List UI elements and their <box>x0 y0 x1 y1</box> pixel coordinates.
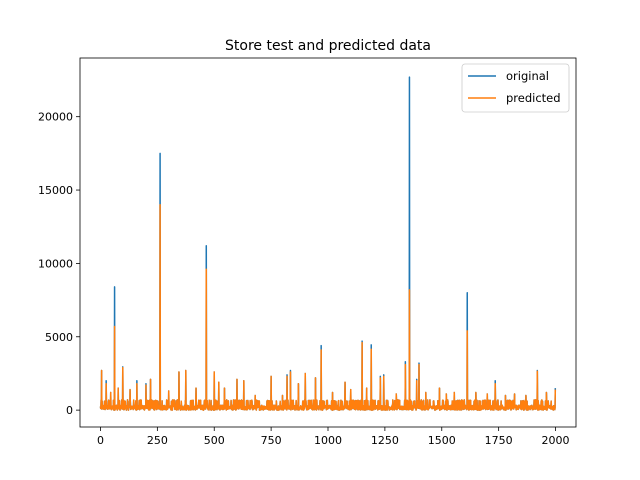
x-tick-label: 2000 <box>542 434 570 447</box>
series-line-predicted <box>99 203 557 411</box>
legend-label-predicted: predicted <box>506 91 561 105</box>
plot-area <box>80 58 576 427</box>
x-axis: 0 250 500 750 1000 1250 1500 1750 2000 <box>97 427 570 447</box>
y-tick-label: 10000 <box>38 257 73 270</box>
y-tick-label: 15000 <box>38 184 73 197</box>
y-tick-label: 20000 <box>38 111 73 124</box>
legend: original predicted <box>461 63 570 113</box>
x-tick-label: 250 <box>147 434 168 447</box>
x-tick-label: 500 <box>204 434 225 447</box>
x-tick-label: 750 <box>261 434 282 447</box>
x-tick-label: 1500 <box>428 434 456 447</box>
x-tick-label: 0 <box>97 434 104 447</box>
legend-label-original: original <box>506 69 549 83</box>
y-axis: 0 5000 10000 15000 20000 <box>38 111 80 417</box>
x-tick-label: 1250 <box>371 434 399 447</box>
x-tick-label: 1750 <box>485 434 513 447</box>
series-layer <box>99 76 557 411</box>
y-tick-label: 5000 <box>45 331 73 344</box>
x-tick-label: 1000 <box>314 434 342 447</box>
y-tick-label: 0 <box>66 404 73 417</box>
chart-title: Store test and predicted data <box>225 38 431 54</box>
